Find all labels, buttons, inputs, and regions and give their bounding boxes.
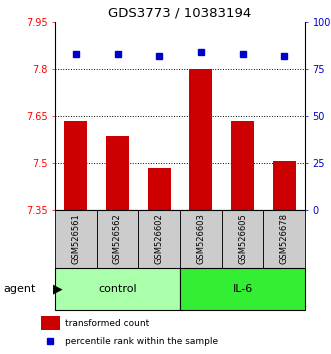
Bar [231, 121, 254, 210]
Bar [55, 268, 180, 310]
Bar [222, 210, 263, 268]
Bar [138, 210, 180, 268]
Bar [97, 210, 138, 268]
Bar [189, 69, 212, 210]
Text: IL-6: IL-6 [232, 284, 253, 294]
Bar [41, 316, 60, 330]
Bar [263, 210, 305, 268]
Text: agent: agent [3, 284, 36, 294]
Text: ▶: ▶ [53, 282, 63, 296]
Text: GSM526605: GSM526605 [238, 213, 247, 264]
Text: GSM526602: GSM526602 [155, 213, 164, 264]
Bar [273, 161, 296, 210]
Bar [148, 168, 170, 210]
Text: GSM526603: GSM526603 [196, 213, 205, 264]
Text: GSM526561: GSM526561 [71, 213, 80, 264]
Text: percentile rank within the sample: percentile rank within the sample [65, 337, 218, 346]
Text: transformed count: transformed count [65, 319, 149, 329]
Text: GSM526562: GSM526562 [113, 213, 122, 264]
Bar [64, 121, 87, 210]
Bar [55, 210, 97, 268]
Bar [106, 136, 129, 210]
Bar [180, 268, 305, 310]
Text: control: control [98, 284, 137, 294]
Title: GDS3773 / 10383194: GDS3773 / 10383194 [108, 6, 252, 19]
Bar [180, 210, 222, 268]
Text: GSM526678: GSM526678 [280, 213, 289, 264]
